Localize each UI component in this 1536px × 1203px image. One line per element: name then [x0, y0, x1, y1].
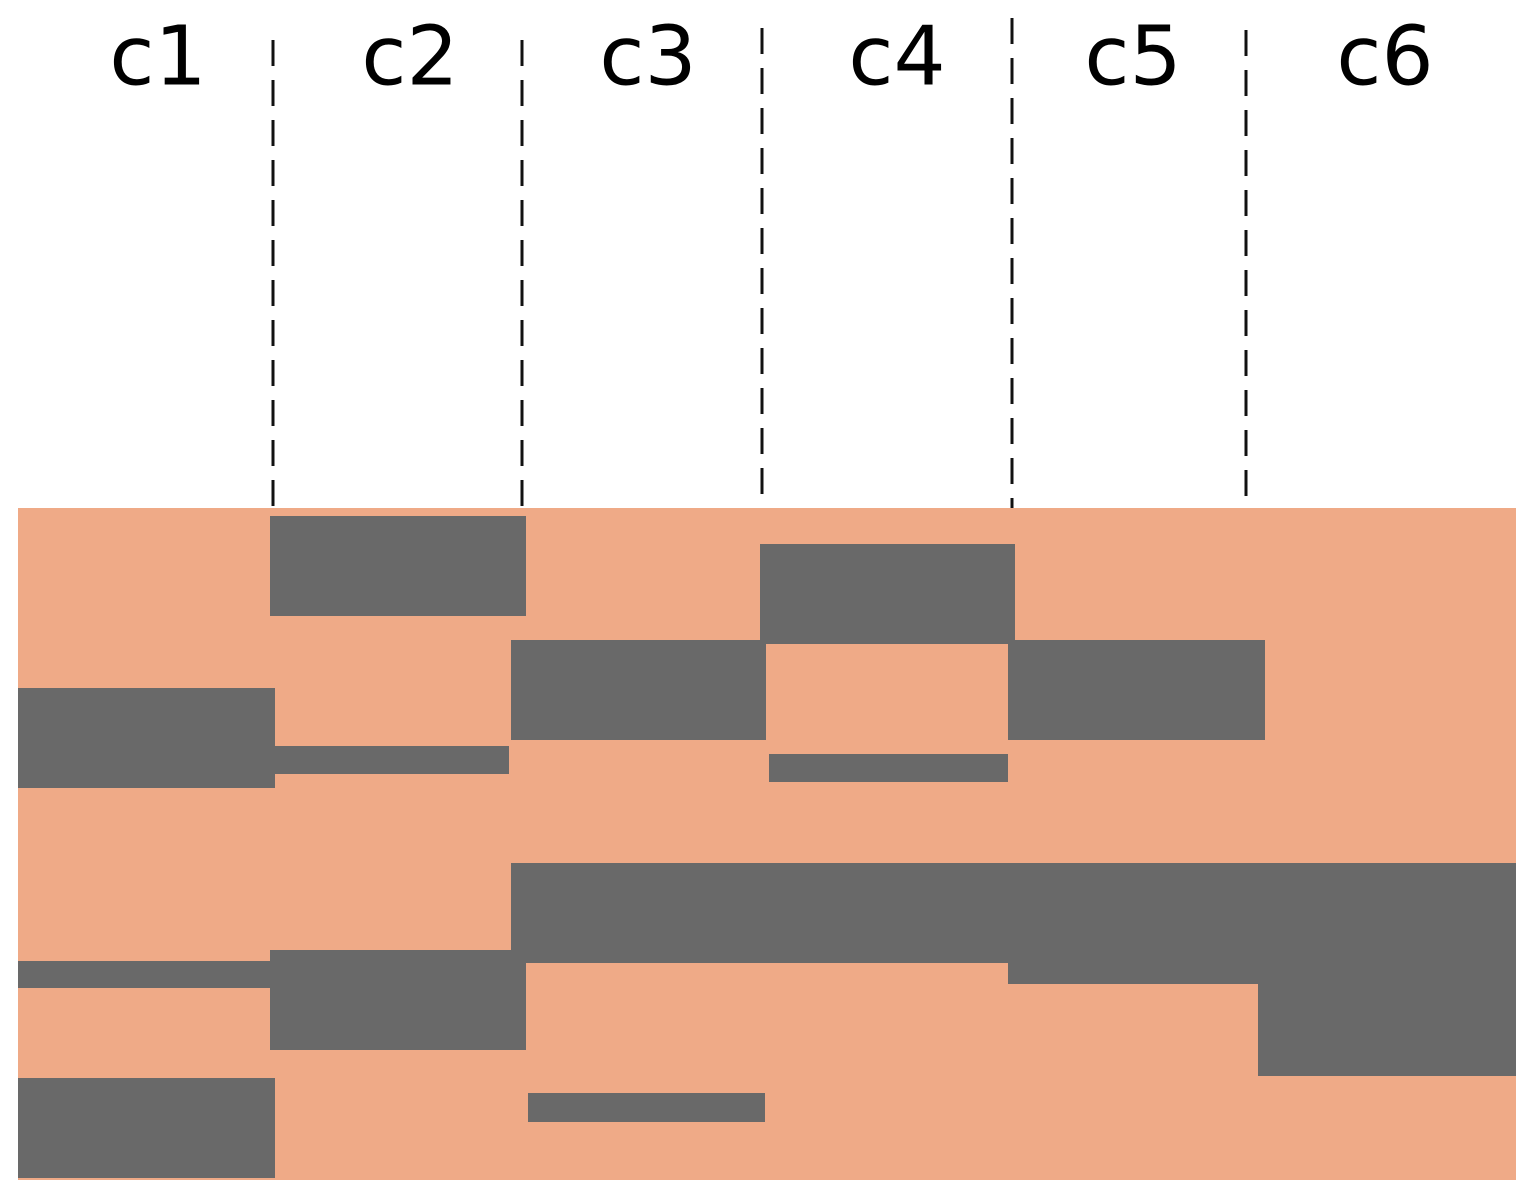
block	[270, 950, 526, 1050]
column-label: c4	[848, 9, 945, 104]
block	[18, 688, 275, 788]
column-label: c6	[1336, 9, 1433, 104]
thin-block	[769, 754, 1008, 782]
block	[760, 544, 1015, 644]
block	[511, 640, 766, 740]
block	[1258, 863, 1516, 1076]
block	[18, 1078, 275, 1178]
block	[270, 516, 526, 616]
column-label: c2	[361, 9, 458, 104]
thin-block	[18, 961, 270, 988]
thin-block	[528, 1093, 765, 1122]
block	[1008, 863, 1258, 984]
column-label: c5	[1084, 9, 1181, 104]
column-label: c1	[109, 9, 206, 104]
column-label: c3	[599, 9, 696, 104]
block	[1008, 640, 1265, 740]
thin-block	[275, 746, 509, 774]
